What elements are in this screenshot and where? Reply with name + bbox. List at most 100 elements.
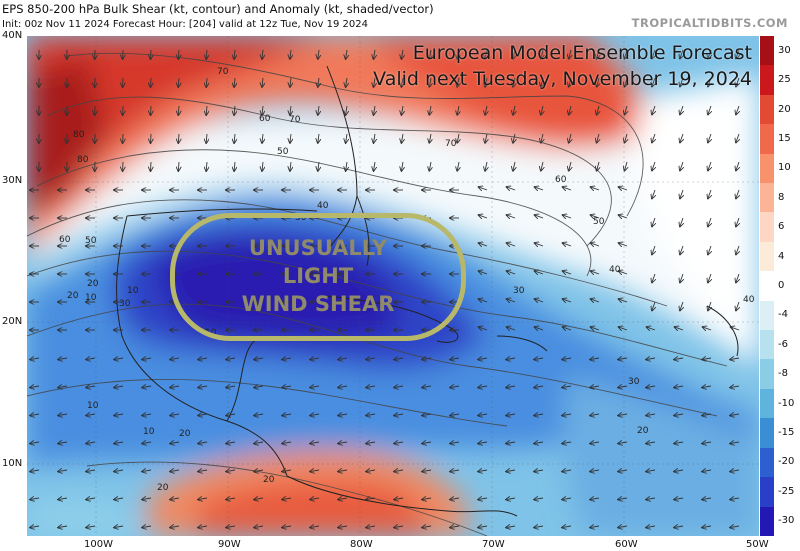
wind-vector (478, 442, 488, 444)
wind-vector (507, 271, 516, 274)
wind-vector (422, 358, 432, 360)
wind-vector (142, 470, 152, 472)
wind-vector (647, 327, 656, 330)
wind-vector (86, 414, 96, 416)
wind-vector (507, 243, 516, 246)
colorbar-segment (760, 271, 774, 301)
wind-vector (507, 327, 516, 330)
wind-vector (422, 442, 432, 444)
colorbar-segment (760, 359, 774, 389)
wind-vector (429, 161, 431, 171)
colorbar-segment (760, 36, 774, 66)
wind-vector (730, 414, 740, 416)
wind-vector (619, 187, 628, 190)
wind-vector (513, 49, 515, 59)
wind-vector (680, 301, 683, 311)
contour-label: 30 (295, 213, 307, 223)
colorbar-label: 4 (778, 250, 785, 262)
wind-vector (142, 442, 152, 444)
wind-vector (535, 215, 544, 218)
wind-vector (254, 442, 264, 444)
wind-vector (310, 526, 320, 528)
contour-label: 20 (87, 279, 99, 289)
wind-vector (736, 189, 739, 199)
wind-vector (590, 470, 600, 472)
wind-vector (457, 49, 459, 59)
wind-vector (254, 526, 264, 528)
wind-vector (178, 49, 179, 59)
wind-vector (703, 327, 712, 330)
wind-vector (736, 217, 739, 227)
wind-vector (730, 386, 740, 388)
wind-vector (652, 217, 655, 227)
wind-vector (563, 299, 572, 302)
wind-vector (394, 386, 404, 388)
lon-label-100w: 100W (84, 539, 113, 550)
wind-vector (58, 470, 68, 472)
wind-vector (597, 105, 599, 115)
contour-label: 10 (87, 401, 99, 411)
wind-vector (198, 414, 208, 416)
contour-label: 20 (157, 483, 169, 493)
colorbar-segment (760, 447, 774, 478)
wind-vector (86, 526, 96, 528)
contour-label: 70 (289, 115, 301, 125)
wind-vector (262, 133, 263, 143)
wind-vector (310, 442, 320, 444)
wind-vector (170, 386, 180, 388)
wind-vector (310, 386, 320, 388)
lon-label-90w: 90W (218, 539, 241, 550)
wind-vector (422, 470, 432, 472)
wind-vector (506, 526, 516, 528)
wind-vector (736, 105, 739, 115)
wind-vector (429, 105, 431, 115)
wind-vector (262, 77, 263, 87)
wind-vector (708, 49, 711, 59)
wind-vector (535, 327, 544, 330)
contour-label: 30 (628, 377, 640, 387)
colorbar-segment (760, 124, 774, 154)
wind-vector (366, 442, 376, 444)
wind-vector (485, 49, 487, 59)
wind-vector (513, 105, 515, 115)
wind-vector (562, 526, 572, 528)
wind-vector (282, 386, 292, 388)
wind-vector (422, 498, 432, 500)
contour-label: 60 (555, 175, 567, 185)
wind-vector (708, 189, 711, 199)
wind-vector (262, 49, 263, 59)
wind-vector (535, 243, 544, 246)
wind-vector (674, 358, 684, 360)
colorbar-label: -8 (778, 368, 788, 380)
wind-vector (282, 442, 292, 444)
wind-vector (142, 358, 152, 360)
wind-vector (541, 49, 543, 59)
wind-vector (401, 49, 403, 59)
wind-vector (86, 386, 96, 388)
wind-vector (114, 358, 124, 360)
wind-vector (708, 133, 711, 143)
wind-vector (618, 358, 628, 360)
wind-vector (422, 414, 432, 416)
init-line: Init: 00z Nov 11 2024 Forecast Hour: [20… (2, 19, 368, 30)
wind-vector (680, 189, 683, 199)
wind-vector (170, 526, 180, 528)
wind-vector (541, 133, 543, 143)
wind-vector (535, 187, 544, 190)
wind-vector (652, 133, 655, 143)
contour-label: 50 (593, 217, 605, 227)
overlay-line-1: European Model Ensemble Forecast (412, 42, 752, 64)
wind-vector (680, 133, 683, 143)
contour-label: 20 (637, 426, 649, 436)
wind-vector (429, 133, 431, 143)
colorbar-label: 8 (778, 191, 785, 203)
wind-vector (86, 442, 96, 444)
lon-label-60w: 60W (615, 539, 638, 550)
wind-vector (619, 215, 628, 218)
wind-vector (646, 414, 656, 416)
wind-vector (401, 133, 403, 143)
colorbar-label: 30 (778, 44, 791, 56)
wind-vector (702, 414, 712, 416)
wind-vector (262, 105, 263, 115)
wind-vector (206, 133, 207, 143)
